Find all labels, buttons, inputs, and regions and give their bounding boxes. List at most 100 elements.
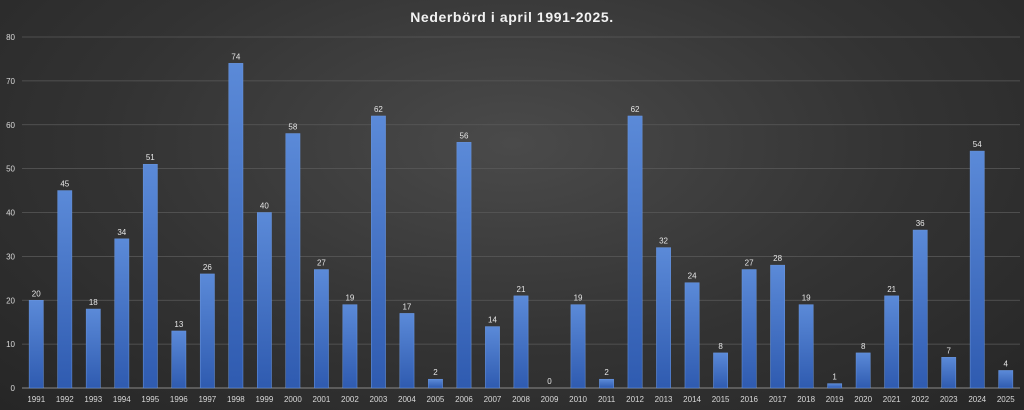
bar-2012 <box>627 115 643 389</box>
data-label-2008: 21 <box>517 285 526 294</box>
data-label-2001: 27 <box>317 259 326 268</box>
bar-2024 <box>969 150 985 389</box>
bar-2007 <box>485 326 500 389</box>
x-tick-label: 2022 <box>911 395 929 404</box>
bars <box>28 63 1014 389</box>
data-label-1991: 20 <box>32 289 41 298</box>
data-label-2002: 19 <box>345 294 354 303</box>
bar-2011 <box>599 378 614 389</box>
x-tick-label: 2018 <box>797 395 815 404</box>
data-label-2023: 7 <box>946 346 951 355</box>
data-label-2021: 21 <box>887 285 896 294</box>
bar-2019 <box>827 383 843 389</box>
bar-2023 <box>941 357 957 389</box>
bar-2017 <box>770 264 786 389</box>
x-tick-label: 1999 <box>255 395 273 404</box>
bar-2020 <box>855 352 871 389</box>
x-tick-label: 2010 <box>569 395 587 404</box>
bar-2013 <box>656 247 671 389</box>
bar-2004 <box>399 313 415 389</box>
y-tick-label: 30 <box>6 252 15 261</box>
bar-2002 <box>342 304 358 389</box>
x-tick-label: 1991 <box>27 395 45 404</box>
x-axis: 1991 1992 1993 1994 1995 1996 1997 1998 1999 2000… <box>27 395 1015 404</box>
data-label-2022: 36 <box>916 219 925 228</box>
x-tick-label: 2012 <box>626 395 644 404</box>
x-tick-label: 2004 <box>398 395 416 404</box>
data-label-2015: 8 <box>718 342 723 351</box>
data-label-1993: 18 <box>89 298 98 307</box>
data-label-2020: 8 <box>861 342 866 351</box>
data-label-1992: 45 <box>60 180 69 189</box>
x-tick-label: 2007 <box>484 395 502 404</box>
x-tick-label: 2019 <box>826 395 844 404</box>
y-tick-label: 0 <box>11 384 16 393</box>
y-axis: 0 10 20 30 40 50 60 70 80 <box>6 33 15 393</box>
x-tick-label: 1998 <box>227 395 245 404</box>
y-tick-label: 60 <box>6 121 15 130</box>
x-tick-label: 2009 <box>541 395 559 404</box>
bar-2016 <box>741 269 757 389</box>
bar-2006 <box>456 142 472 389</box>
x-tick-label: 1992 <box>56 395 74 404</box>
x-tick-label: 2008 <box>512 395 530 404</box>
bar-2010 <box>570 304 586 389</box>
x-tick-label: 1993 <box>84 395 102 404</box>
bar-2025 <box>998 370 1014 389</box>
x-tick-label: 2024 <box>968 395 986 404</box>
bar-1998 <box>228 63 244 389</box>
x-tick-label: 2021 <box>883 395 901 404</box>
x-tick-label: 2016 <box>740 395 758 404</box>
y-tick-label: 20 <box>6 296 15 305</box>
data-label-2006: 56 <box>460 131 469 140</box>
data-label-2003: 62 <box>374 105 383 114</box>
y-tick-label: 40 <box>6 209 15 218</box>
data-label-2016: 27 <box>745 259 754 268</box>
data-label-1994: 34 <box>117 228 126 237</box>
data-label-2004: 17 <box>402 302 411 311</box>
data-label-2019: 1 <box>832 373 837 382</box>
data-label-2005: 2 <box>433 368 438 377</box>
data-label-1999: 40 <box>260 202 269 211</box>
bar-1996 <box>171 330 187 389</box>
chart-title: Nederbörd i april 1991-2025. <box>410 9 614 25</box>
bar-2001 <box>314 269 329 389</box>
x-tick-label: 2020 <box>854 395 872 404</box>
data-label-2011: 2 <box>604 368 609 377</box>
bar-1997 <box>199 273 215 389</box>
x-tick-label: 2014 <box>683 395 701 404</box>
bar-2005 <box>428 378 443 389</box>
x-tick-label: 2002 <box>341 395 359 404</box>
data-label-2000: 58 <box>288 123 297 132</box>
data-label-2014: 24 <box>688 272 697 281</box>
bar-1995 <box>142 163 158 389</box>
x-tick-label: 1997 <box>198 395 216 404</box>
data-label-2013: 32 <box>659 237 668 246</box>
x-tick-label: 2000 <box>284 395 302 404</box>
data-label-2010: 19 <box>574 294 583 303</box>
data-label-2018: 19 <box>802 294 811 303</box>
bar-2021 <box>884 295 900 389</box>
data-labels: 2045183451132674405827196217256142101926… <box>32 52 1009 386</box>
y-tick-label: 70 <box>6 77 15 86</box>
x-tick-label: 2023 <box>940 395 958 404</box>
x-tick-label: 2001 <box>313 395 331 404</box>
data-label-1997: 26 <box>203 263 212 272</box>
data-label-2012: 62 <box>631 105 640 114</box>
data-label-2025: 4 <box>1004 359 1009 368</box>
bar-2000 <box>285 133 301 389</box>
bar-2014 <box>684 282 700 389</box>
data-label-2017: 28 <box>773 254 782 263</box>
data-label-1995: 51 <box>146 153 155 162</box>
x-tick-label: 1994 <box>113 395 131 404</box>
bar-1999 <box>256 212 272 389</box>
x-tick-label: 2003 <box>370 395 388 404</box>
x-tick-label: 2025 <box>997 395 1015 404</box>
bar-2018 <box>798 304 814 389</box>
bar-2008 <box>513 295 529 389</box>
x-tick-label: 2005 <box>427 395 445 404</box>
x-tick-label: 2011 <box>598 395 616 404</box>
x-tick-label: 2017 <box>769 395 787 404</box>
data-label-2024: 54 <box>973 140 982 149</box>
